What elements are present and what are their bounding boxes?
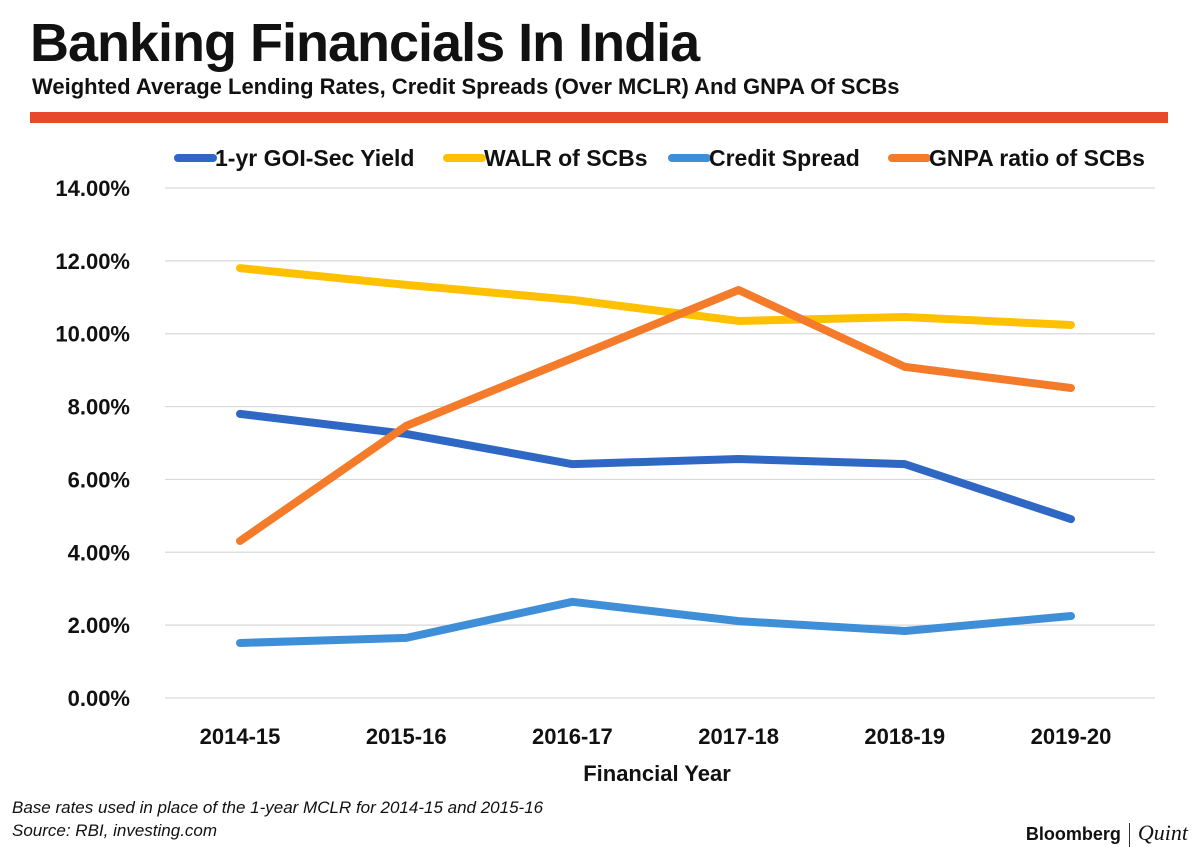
y-tick-label: 4.00% (68, 540, 130, 565)
x-tick-label: 2014-15 (200, 724, 281, 749)
series-line-2 (236, 597, 1075, 647)
x-tick-label: 2018-19 (864, 724, 945, 749)
bloomberg-quint-logo: Bloomberg Quint (1026, 820, 1188, 848)
series-line-1 (236, 264, 1075, 329)
source-note: Source: RBI, investing.com (12, 821, 218, 840)
title-divider (30, 112, 1168, 123)
series-line-0 (236, 409, 1075, 524)
legend-label: Credit Spread (709, 145, 860, 171)
footnote: Base rates used in place of the 1-year M… (12, 798, 544, 817)
x-tick-label: 2017-18 (698, 724, 779, 749)
legend-label: WALR of SCBs (484, 145, 648, 171)
legend-label: GNPA ratio of SCBs (929, 145, 1145, 171)
y-tick-label: 0.00% (68, 686, 130, 711)
y-tick-label: 2.00% (68, 613, 130, 638)
legend-label: 1-yr GOI-Sec Yield (215, 145, 414, 171)
chart-subtitle: Weighted Average Lending Rates, Credit S… (32, 74, 900, 99)
x-axis-label: Financial Year (583, 761, 731, 786)
y-tick-label: 14.00% (55, 176, 130, 201)
x-tick-label: 2015-16 (366, 724, 447, 749)
y-tick-label: 12.00% (55, 249, 130, 274)
y-tick-label: 8.00% (68, 395, 130, 420)
series-line-3 (236, 286, 1075, 545)
x-tick-label: 2019-20 (1031, 724, 1112, 749)
y-tick-label: 10.00% (55, 322, 130, 347)
y-tick-label: 6.00% (68, 467, 130, 492)
x-tick-label: 2016-17 (532, 724, 613, 749)
chart-title: Banking Financials In India (30, 13, 700, 73)
